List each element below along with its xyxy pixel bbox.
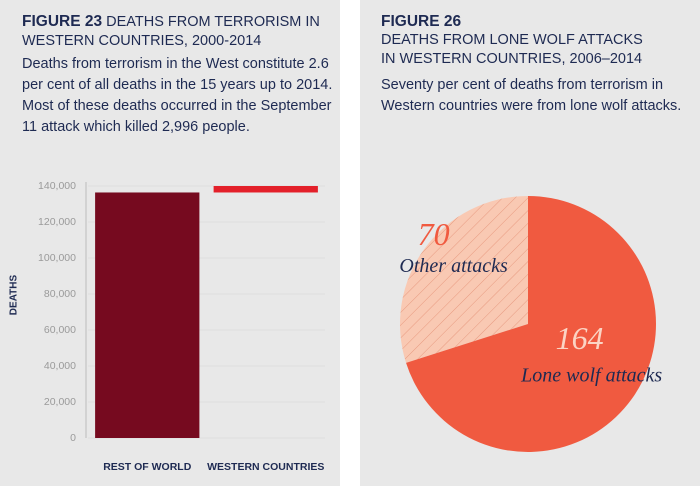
data-label: 70 bbox=[418, 216, 450, 252]
data-label: 164 bbox=[556, 320, 604, 356]
y-tick-label: 0 bbox=[70, 432, 76, 444]
header: FIGURE 23 DEATHS FROM TERRORISM IN WESTE… bbox=[22, 12, 322, 51]
y-axis-label: DEATHS bbox=[9, 274, 20, 315]
figure-label: FIGURE 26 bbox=[381, 13, 462, 30]
header: FIGURE 26 DEATHS FROM LONE WOLF ATTACKS I… bbox=[381, 12, 651, 69]
pie-slice bbox=[406, 196, 657, 452]
chart-title: DEATHS FROM LONE WOLF ATTACKS IN WESTERN… bbox=[381, 32, 643, 67]
figure-label: FIGURE 23 bbox=[22, 13, 103, 30]
y-tick-label: 40,000 bbox=[44, 360, 76, 372]
slice-name: Other attacks bbox=[399, 255, 508, 277]
bar bbox=[95, 192, 200, 438]
y-tick-label: 20,000 bbox=[44, 396, 76, 408]
y-tick-label: 60,000 bbox=[44, 324, 76, 336]
x-tick-label: REST OF WORLD bbox=[103, 461, 191, 473]
subtitle: Deaths from terrorism in the West consti… bbox=[22, 56, 333, 135]
y-tick-label: 80,000 bbox=[44, 288, 76, 300]
y-tick-label: 140,000 bbox=[38, 180, 76, 192]
chart-title: DEATHS FROM TERRORISM IN WESTERN COUNTRI… bbox=[22, 14, 320, 49]
y-tick-label: 100,000 bbox=[38, 252, 76, 264]
subtitle: Seventy per cent of deaths from terroris… bbox=[381, 77, 682, 114]
slice-hatch bbox=[400, 196, 528, 363]
slice-name: Lone wolf attacks bbox=[520, 364, 662, 386]
y-tick-label: 120,000 bbox=[38, 216, 76, 228]
bar bbox=[213, 186, 318, 193]
x-tick-label: WESTERN COUNTRIES bbox=[207, 461, 324, 473]
